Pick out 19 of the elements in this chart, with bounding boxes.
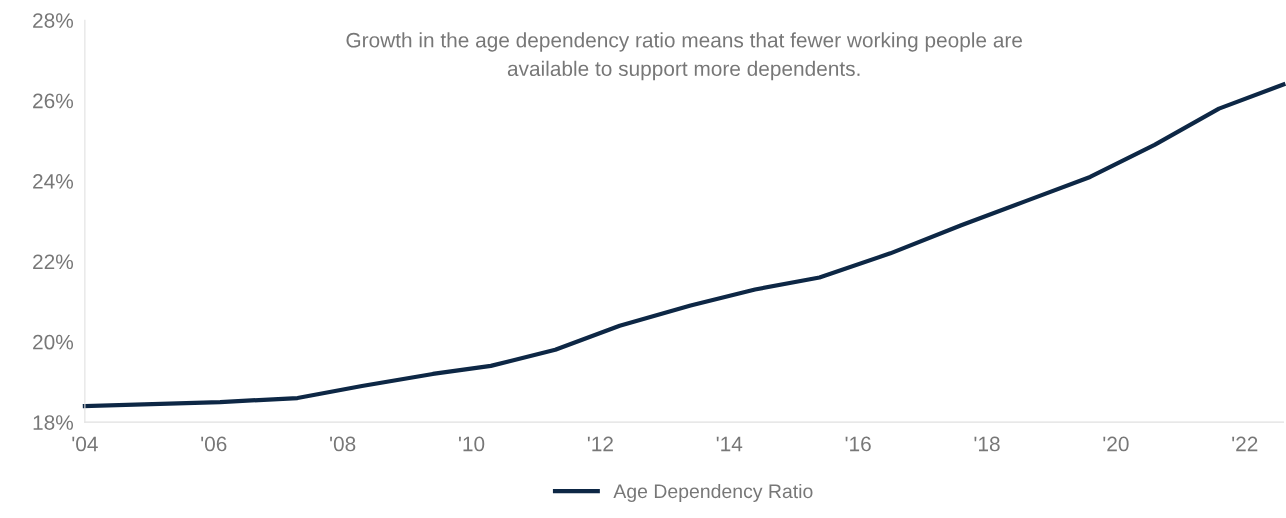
y-tick-label: 20% [33, 334, 74, 350]
y-tick-label: 22% [33, 254, 74, 270]
x-tick-label: '06 [201, 436, 227, 452]
x-tick-label: '22 [1232, 436, 1258, 452]
legend-label: Age Dependency Ratio [613, 483, 813, 503]
x-tick-label: '14 [716, 436, 743, 452]
y-tick-label: 26% [33, 93, 74, 109]
x-tick-label: '04 [72, 436, 98, 452]
annotation: Growth in the age dependency ratio means that fewer working people are available to support more dependents. [346, 32, 1022, 81]
x-tick-label: '20 [1103, 436, 1129, 452]
x-tick-label: '12 [587, 436, 613, 452]
x-tick-label: '10 [458, 436, 485, 452]
x-tick-label: '18 [974, 436, 1000, 452]
line-series [82, 82, 1286, 409]
x-tick-label: '08 [330, 436, 356, 452]
x-tick-label: '16 [845, 436, 871, 452]
y-tick-label: 24% [33, 173, 74, 189]
y-tick-label: 18% [33, 415, 74, 430]
y-tick-label: 28% [33, 13, 74, 28]
